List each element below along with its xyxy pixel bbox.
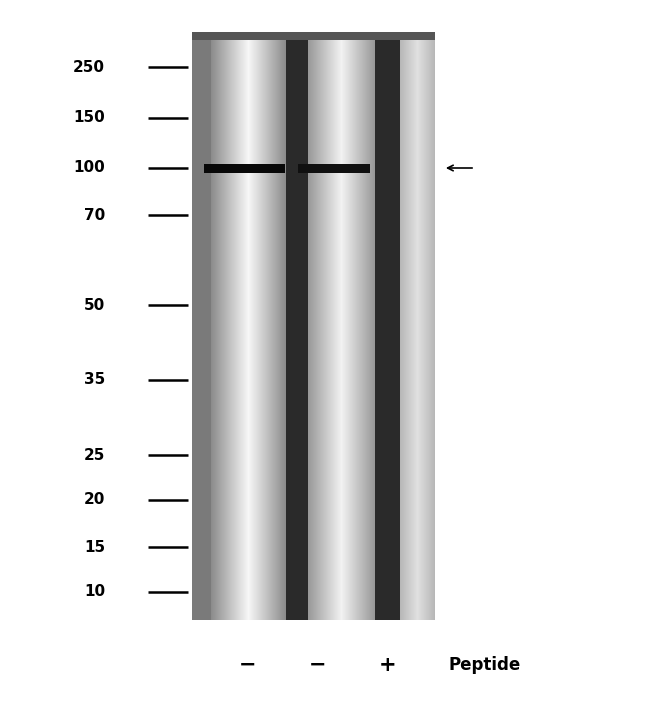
Text: 10: 10 [84,585,105,600]
Bar [204,164,285,173]
Text: 70: 70 [84,207,105,222]
Text: 20: 20 [84,493,105,508]
Text: +: + [379,655,396,675]
Bar [375,32,400,620]
Text: 15: 15 [84,540,105,555]
Text: 150: 150 [73,111,105,125]
Bar [192,32,211,620]
Bar [192,32,435,40]
Text: 25: 25 [84,448,105,463]
Bar [298,164,370,173]
Text: −: − [239,655,257,675]
Text: 50: 50 [84,297,105,312]
Text: Peptide: Peptide [448,656,520,674]
Bar [286,32,308,620]
Text: −: − [309,655,327,675]
Text: 100: 100 [73,160,105,175]
Text: 250: 250 [73,59,105,74]
Text: 35: 35 [84,372,105,387]
